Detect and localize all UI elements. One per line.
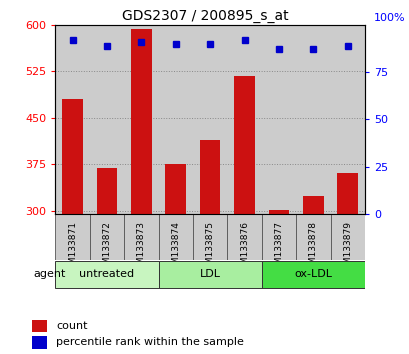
Bar [90, 214, 124, 260]
Bar [165, 165, 186, 214]
Bar [32, 336, 47, 349]
Text: percentile rank within the sample: percentile rank within the sample [56, 337, 244, 347]
Text: GSM133871: GSM133871 [68, 221, 77, 276]
Bar [295, 25, 330, 214]
Text: GSM133876: GSM133876 [239, 221, 248, 276]
Bar [55, 25, 90, 214]
Text: GSM133874: GSM133874 [171, 221, 180, 276]
Bar [97, 167, 117, 214]
Bar [124, 25, 158, 214]
Bar [124, 214, 158, 260]
Text: GSM133875: GSM133875 [205, 221, 214, 276]
Text: ox-LDL: ox-LDL [294, 269, 332, 279]
Bar [261, 214, 295, 260]
Text: GSM133872: GSM133872 [102, 221, 111, 276]
Bar [337, 172, 357, 214]
Bar [55, 261, 158, 288]
Text: untreated: untreated [79, 269, 134, 279]
Bar [295, 214, 330, 260]
Text: count: count [56, 321, 88, 331]
Y-axis label: 100%: 100% [373, 13, 405, 23]
Bar [227, 25, 261, 214]
Bar [227, 214, 261, 260]
Text: GSM133877: GSM133877 [274, 221, 283, 276]
Bar [234, 76, 254, 214]
Bar [193, 214, 227, 260]
Text: GSM133878: GSM133878 [308, 221, 317, 276]
Bar [330, 25, 364, 214]
Bar [261, 25, 295, 214]
Bar [193, 25, 227, 214]
Text: agent: agent [33, 269, 65, 279]
Bar [302, 195, 323, 214]
Text: GSM133873: GSM133873 [137, 221, 146, 276]
Bar [158, 214, 193, 260]
Bar [32, 320, 47, 332]
Bar [158, 261, 261, 288]
Bar [261, 261, 364, 288]
Bar [62, 99, 83, 214]
Text: LDL: LDL [199, 269, 220, 279]
Bar [55, 214, 90, 260]
Bar [131, 29, 151, 214]
Bar [90, 25, 124, 214]
Bar [199, 140, 220, 214]
Bar [330, 214, 364, 260]
Bar [158, 25, 193, 214]
Text: GSM133879: GSM133879 [342, 221, 351, 276]
Text: GDS2307 / 200895_s_at: GDS2307 / 200895_s_at [121, 9, 288, 23]
Bar [268, 210, 288, 214]
